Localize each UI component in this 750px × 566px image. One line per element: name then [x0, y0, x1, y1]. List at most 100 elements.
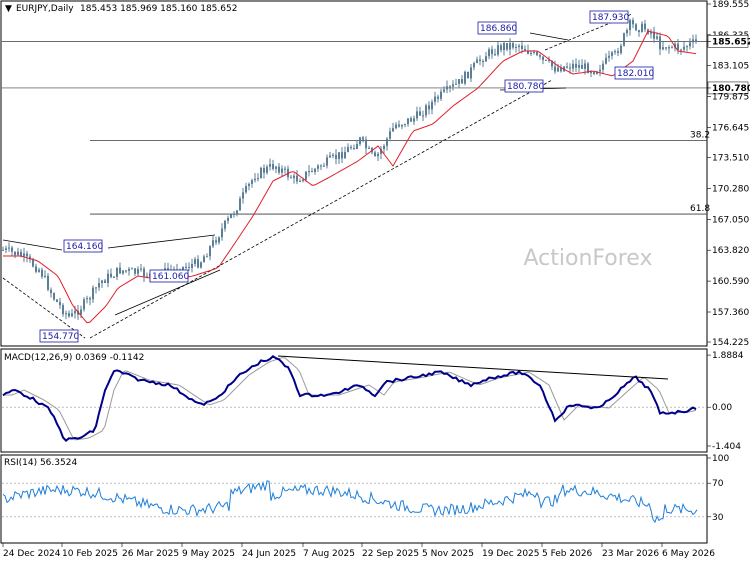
candle-body: [602, 63, 604, 70]
candle-body: [344, 151, 346, 159]
candle-body: [677, 43, 679, 50]
candle-body: [272, 164, 274, 169]
price-label-box: [63, 239, 103, 253]
candle-body: [590, 71, 592, 74]
candle-body: [131, 268, 133, 270]
candle-body: [236, 210, 238, 214]
candle-body: [611, 52, 613, 56]
candle-body: [497, 45, 499, 55]
candle-body: [32, 259, 34, 267]
trendline: [114, 269, 221, 316]
candle-body: [605, 57, 607, 64]
candle-body: [113, 276, 115, 278]
candle-body: [587, 63, 589, 74]
candle-body: [419, 111, 421, 116]
candle-body: [401, 124, 403, 127]
candle-body: [620, 45, 622, 54]
rsi-tick-label: 30: [712, 513, 724, 523]
candle-body: [305, 171, 307, 180]
macd-panel-frame: [0, 348, 708, 453]
moving-average-line: [3, 30, 697, 324]
y-tick-label: 160.590: [712, 277, 749, 287]
candle-body: [464, 71, 466, 84]
candle-body: [638, 30, 640, 32]
candle-body: [383, 145, 385, 150]
candle-body: [8, 247, 10, 249]
candle-body: [230, 214, 232, 219]
candle-body: [92, 287, 94, 300]
candle-body: [269, 164, 271, 167]
candle-body: [56, 299, 58, 302]
candle-body: [542, 56, 544, 60]
price-label: 154.770: [42, 332, 79, 342]
candle-body: [122, 270, 124, 274]
candle-body: [347, 147, 349, 152]
ohlc-readout: 185.453 185.969 185.160 185.652: [80, 4, 237, 14]
candle-body: [134, 268, 136, 274]
candle-body: [278, 166, 280, 173]
candle-body: [335, 154, 337, 159]
y-tick-label: 189.555: [712, 0, 749, 10]
rsi-axis: 100 70 30: [707, 454, 729, 523]
candle-body: [65, 313, 67, 315]
candle-body: [626, 29, 628, 34]
candle-body: [98, 283, 100, 288]
macd-divergence-line: [277, 355, 669, 380]
price-axis: 189.555186.335185.652183.105180.780179.8…: [707, 0, 750, 348]
candle-body: [254, 178, 256, 181]
candle-body: [566, 66, 568, 68]
candle-body: [338, 152, 340, 159]
candle-body: [332, 154, 334, 156]
candle-body: [143, 268, 145, 277]
price-labels: 164.160 161.060 154.770 186.860 180.780 187.9…: [39, 10, 654, 343]
candle-body: [245, 186, 247, 193]
candle-body: [110, 273, 112, 278]
price-label-box: [614, 66, 654, 80]
candle-body: [641, 23, 643, 32]
candle-body: [449, 86, 451, 88]
x-tick-label: 6 May 2026: [662, 549, 715, 559]
candle-body: [395, 124, 397, 129]
candle-body: [329, 155, 331, 158]
candle-body: [521, 45, 523, 50]
price-label: 187.930: [592, 13, 629, 23]
candle-body: [617, 51, 619, 54]
candle-body: [569, 67, 571, 69]
candle-body: [44, 275, 46, 277]
candle-body: [656, 36, 658, 39]
candle-body: [596, 71, 598, 74]
rsi-tick-label: 70: [712, 479, 724, 489]
rsi-panel-frame: [0, 454, 708, 544]
candle-body: [422, 115, 424, 117]
candle-body: [62, 305, 64, 315]
candle-body: [260, 167, 262, 178]
candle-body: [251, 180, 253, 184]
candle-body: [326, 157, 328, 166]
price-label: 161.060: [152, 272, 189, 282]
y-tick-label: 173.510: [712, 154, 749, 164]
rsi-tick-label: 100: [712, 454, 729, 464]
chart-title-icon: ▼: [5, 4, 12, 14]
candle-body: [437, 96, 439, 99]
candle-body: [224, 220, 226, 229]
candle-body: [374, 152, 376, 157]
candle-body: [263, 167, 265, 173]
macd-title: MACD(12,26,9) 0.0369 -0.1142: [4, 353, 144, 363]
candle-body: [473, 63, 475, 68]
candle-body: [293, 175, 295, 179]
candle-body: [650, 31, 652, 34]
x-tick-label: 10 Feb 2025: [62, 549, 118, 559]
candle-body: [47, 275, 49, 290]
candle-body: [128, 268, 130, 271]
candle-body: [290, 177, 292, 179]
candle-body: [50, 289, 52, 294]
x-tick-label: 19 Dec 2025: [482, 549, 540, 559]
y-tick-label: 179.875: [712, 93, 749, 103]
candle-body: [578, 64, 580, 68]
candle-body: [386, 138, 388, 146]
candle-body: [665, 47, 667, 49]
candle-body: [185, 266, 187, 268]
candle-body: [539, 55, 541, 57]
candle-body: [407, 118, 409, 125]
trendline: [107, 234, 216, 249]
